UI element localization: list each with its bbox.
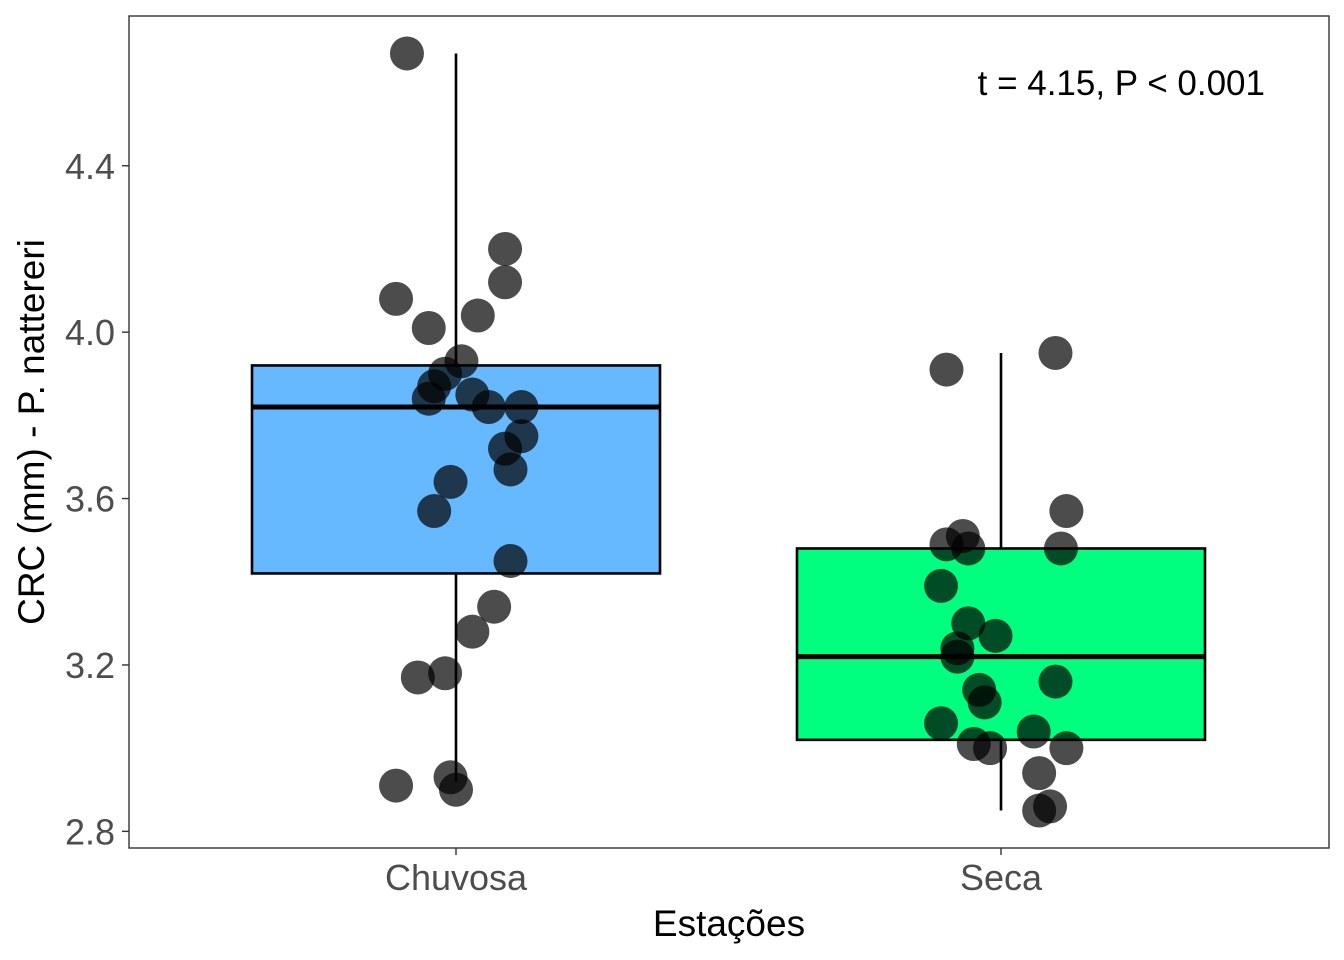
point-chuvosa	[417, 494, 452, 529]
point-chuvosa	[488, 265, 523, 300]
point-chuvosa	[379, 768, 414, 803]
y-tick-label: 4.0	[65, 312, 115, 353]
point-chuvosa	[411, 381, 446, 416]
points-layer	[379, 36, 1084, 828]
point-seca	[973, 731, 1008, 766]
y-tick-label: 2.8	[65, 811, 115, 852]
point-chuvosa	[433, 464, 468, 499]
x-axis-title: Estações	[653, 903, 805, 944]
y-axis-title: CRC (mm) - P. nattereri	[11, 239, 52, 625]
point-chuvosa	[504, 390, 539, 425]
point-chuvosa	[477, 589, 512, 624]
y-axis: 2.8 3.2 3.6 4.0 4.4	[65, 146, 129, 852]
y-tick-label: 3.6	[65, 479, 115, 520]
point-chuvosa	[379, 281, 414, 316]
point-seca	[924, 568, 959, 603]
point-seca	[929, 352, 964, 387]
point-chuvosa	[400, 660, 435, 695]
point-chuvosa	[471, 390, 506, 425]
y-tick-label: 3.2	[65, 645, 115, 686]
point-seca	[940, 639, 975, 674]
point-seca	[1016, 714, 1051, 749]
point-chuvosa	[428, 656, 463, 691]
annotation-text: t = 4.15, P < 0.001	[978, 64, 1265, 103]
point-seca	[924, 706, 959, 741]
point-chuvosa	[439, 772, 473, 807]
y-tick-label: 4.4	[65, 146, 115, 187]
point-seca	[1043, 531, 1078, 566]
point-seca	[967, 685, 1002, 720]
point-chuvosa	[455, 614, 490, 649]
point-seca	[1049, 731, 1084, 766]
x-axis: Chuvosa Seca	[385, 848, 1043, 898]
point-seca	[951, 531, 986, 566]
point-seca	[1049, 494, 1084, 529]
point-chuvosa	[389, 36, 424, 71]
x-tick-label: Chuvosa	[385, 857, 528, 898]
point-chuvosa	[493, 452, 528, 487]
point-seca	[1022, 793, 1057, 828]
point-chuvosa	[460, 298, 495, 333]
point-seca	[978, 618, 1013, 653]
point-seca	[1038, 335, 1073, 370]
plot-panel-border	[128, 15, 1330, 849]
point-chuvosa	[488, 231, 523, 266]
point-seca	[1022, 756, 1057, 791]
point-chuvosa	[493, 543, 528, 578]
x-tick-label: Seca	[960, 857, 1043, 898]
point-seca	[1038, 664, 1073, 699]
point-chuvosa	[411, 311, 446, 345]
